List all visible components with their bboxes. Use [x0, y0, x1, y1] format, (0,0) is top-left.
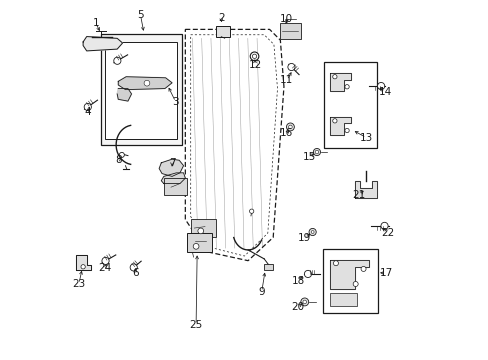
Text: 24: 24 — [98, 262, 111, 273]
Polygon shape — [329, 73, 351, 91]
Polygon shape — [354, 181, 376, 198]
Polygon shape — [161, 173, 185, 184]
Circle shape — [313, 148, 320, 156]
Circle shape — [332, 75, 336, 79]
Bar — [163, 178, 187, 195]
Circle shape — [310, 230, 313, 233]
Bar — [323, 249, 377, 314]
Bar — [279, 23, 301, 40]
Circle shape — [286, 123, 294, 131]
Text: 10: 10 — [280, 14, 293, 24]
Circle shape — [352, 282, 357, 287]
Text: 7: 7 — [168, 158, 175, 168]
Circle shape — [332, 119, 336, 123]
Circle shape — [84, 103, 91, 111]
Circle shape — [81, 265, 85, 269]
Circle shape — [102, 257, 109, 265]
Text: 11: 11 — [280, 75, 293, 85]
Circle shape — [303, 300, 306, 304]
Bar — [329, 293, 356, 306]
Polygon shape — [76, 255, 91, 270]
Circle shape — [198, 228, 203, 234]
Polygon shape — [83, 37, 122, 51]
Bar — [191, 219, 215, 237]
Circle shape — [344, 85, 348, 89]
Bar — [101, 35, 182, 145]
Text: 18: 18 — [291, 276, 305, 286]
Circle shape — [377, 82, 384, 90]
Text: 5: 5 — [137, 10, 143, 20]
Circle shape — [333, 261, 338, 266]
Bar — [105, 42, 177, 139]
Bar — [324, 62, 376, 148]
Polygon shape — [117, 89, 131, 101]
Text: 20: 20 — [290, 302, 304, 312]
Text: 4: 4 — [84, 107, 91, 117]
Circle shape — [360, 266, 366, 271]
Text: 15: 15 — [302, 152, 315, 162]
Circle shape — [287, 63, 294, 71]
Text: 17: 17 — [379, 268, 392, 278]
Circle shape — [130, 264, 137, 271]
Text: 6: 6 — [132, 268, 138, 278]
Text: 9: 9 — [258, 287, 264, 297]
Polygon shape — [329, 260, 368, 289]
Circle shape — [144, 80, 149, 86]
Bar — [264, 264, 273, 270]
Text: 23: 23 — [72, 279, 85, 289]
Bar — [187, 233, 211, 252]
Circle shape — [119, 152, 124, 157]
Text: 19: 19 — [298, 233, 311, 243]
Text: 2: 2 — [218, 13, 224, 23]
Bar — [215, 26, 230, 37]
Circle shape — [288, 125, 292, 129]
Polygon shape — [118, 77, 172, 90]
Text: 1: 1 — [92, 18, 99, 28]
Text: 13: 13 — [359, 133, 372, 143]
Circle shape — [314, 150, 318, 154]
Circle shape — [300, 298, 308, 306]
Text: 25: 25 — [189, 320, 203, 330]
Text: 21: 21 — [352, 190, 365, 200]
Polygon shape — [329, 117, 351, 135]
Text: 12: 12 — [248, 60, 262, 70]
Text: 16: 16 — [280, 129, 293, 138]
Circle shape — [250, 52, 258, 60]
Circle shape — [249, 209, 253, 213]
Text: 22: 22 — [381, 228, 394, 238]
Circle shape — [193, 243, 199, 249]
Circle shape — [308, 228, 316, 235]
Text: 14: 14 — [378, 87, 391, 97]
Text: 8: 8 — [115, 155, 122, 165]
Circle shape — [252, 54, 256, 58]
Circle shape — [380, 222, 387, 229]
Circle shape — [344, 129, 348, 133]
Circle shape — [114, 57, 121, 64]
Circle shape — [304, 270, 311, 278]
Text: 3: 3 — [172, 97, 179, 107]
Polygon shape — [159, 159, 183, 176]
